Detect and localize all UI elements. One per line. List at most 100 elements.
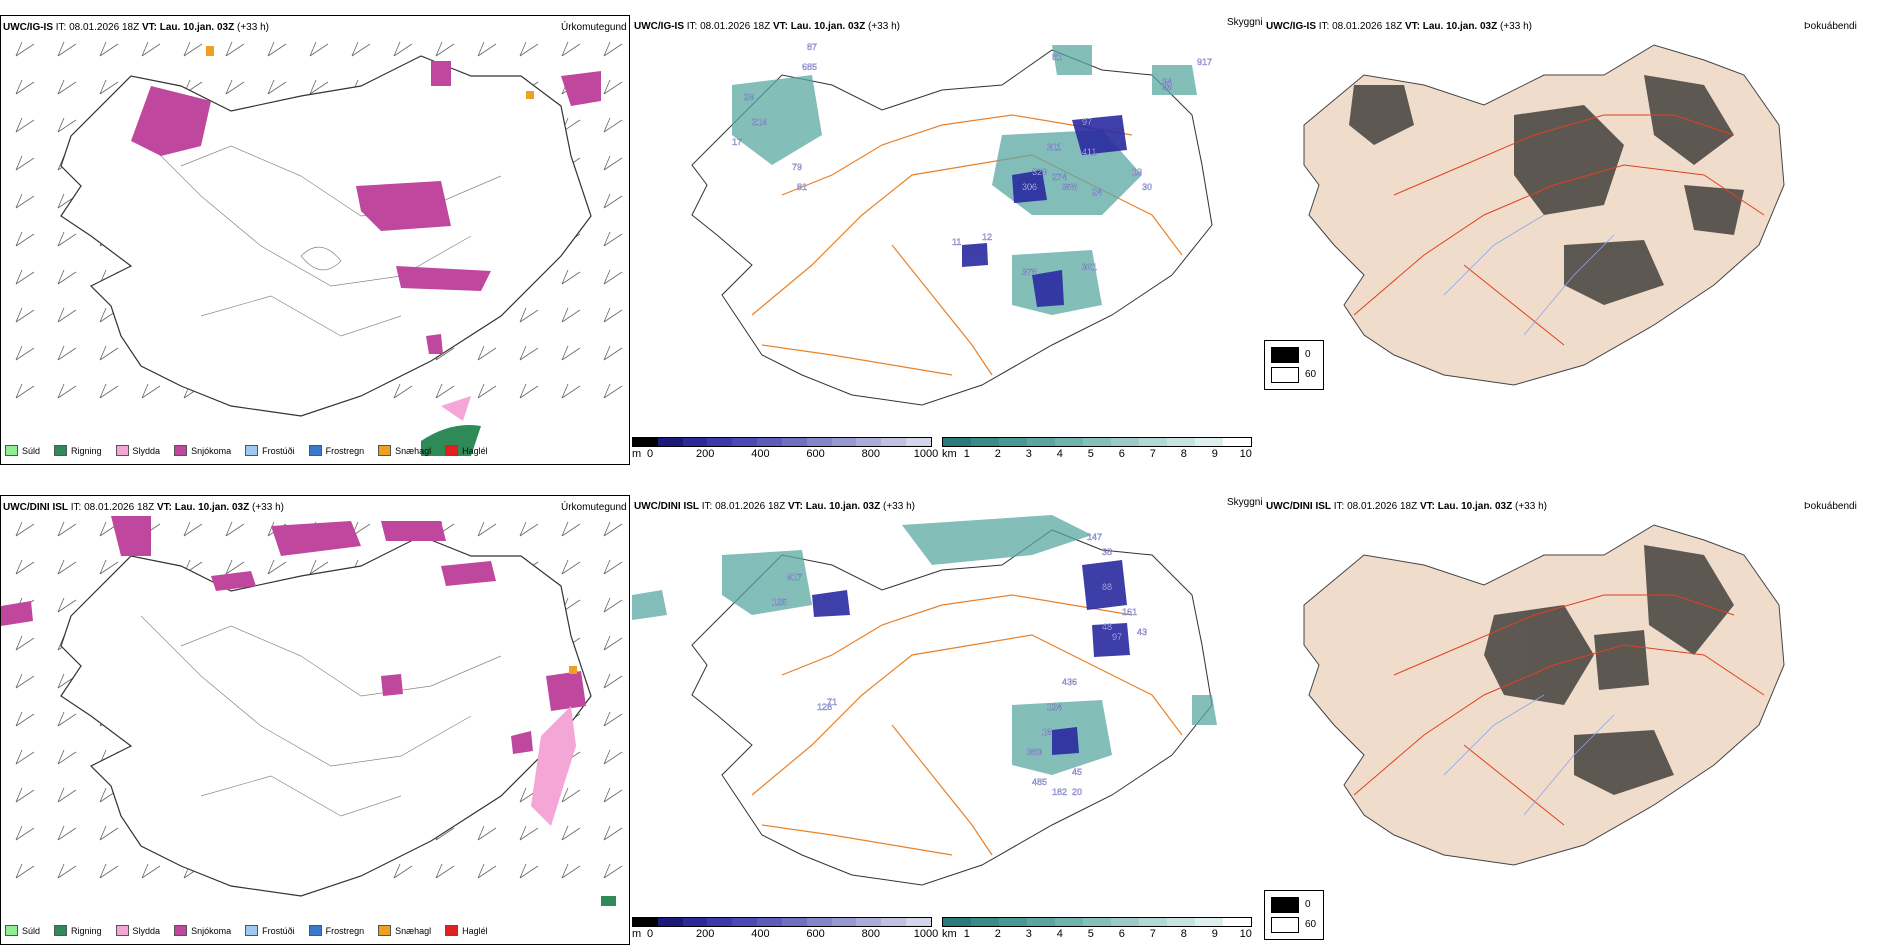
map-value-label: 485 [1032, 777, 1047, 787]
wind-barb [99, 825, 119, 841]
colorbar-segment [856, 918, 882, 926]
wind-barb [519, 521, 539, 537]
map-header: UWC/IG-IS IT: 08.01.2026 18Z VT: Lau. 10… [634, 21, 900, 32]
precip-type-map-2[interactable]: UWC/DINI ISL IT: 08.01.2026 18Z VT: Lau.… [0, 495, 630, 945]
swatch [174, 925, 188, 936]
colorbar-unit: m [632, 928, 642, 940]
colorbar-segment [1111, 918, 1139, 926]
colorbar-segment [971, 918, 999, 926]
colorbar-tick: 1000 [913, 928, 939, 940]
map-value-label: 17 [732, 137, 742, 147]
wind-barb [519, 41, 539, 57]
wind-barb [15, 269, 35, 285]
map-value-label: 97 [1082, 117, 1092, 127]
wind-barb [519, 345, 539, 361]
wind-barb [15, 825, 35, 841]
visibility-map-1[interactable]: UWC/IG-IS IT: 08.01.2026 18Z VT: Lau. 10… [632, 15, 1263, 465]
wind-barb [603, 863, 623, 879]
map-value-label: 125 [772, 597, 787, 607]
wind-barb [183, 521, 203, 537]
map-value-label: 48 [1102, 622, 1112, 632]
fog-map-2[interactable]: UWC/DINI ISL IT: 08.01.2026 18Z VT: Lau.… [1264, 495, 1900, 945]
wind-barb [225, 41, 245, 57]
colorbar-tick: 1 [963, 448, 970, 460]
ceiling-ticks: m 0 200 400 600 800 1000 [632, 927, 938, 941]
map-value-label: 16 [1042, 727, 1052, 737]
fog-legend: 0 60 [1264, 340, 1324, 390]
wind-barb [603, 787, 623, 803]
colorbar-unit: km [942, 928, 957, 940]
swatch [5, 925, 18, 936]
colorbar-tick: 3 [1025, 448, 1032, 460]
wind-barb [603, 117, 623, 133]
legend-item-snow-pellets: Snæhagl [378, 445, 431, 456]
colorbar-tick: 800 [861, 448, 880, 460]
wind-barb [15, 711, 35, 727]
wind-barb [141, 383, 161, 399]
wind-barb [57, 307, 77, 323]
colorbar-tick: 1 [963, 928, 970, 940]
colorbar-segment [999, 438, 1027, 446]
wind-barb [15, 155, 35, 171]
wind-barb [603, 673, 623, 689]
wind-barb [309, 79, 329, 95]
wind-barb [393, 41, 413, 57]
legend-item-freezing-drizzle: Frostúði [245, 445, 295, 456]
legend-item-snow: Snjókoma [174, 925, 231, 936]
fog-map-1[interactable]: UWC/IG-IS IT: 08.01.2026 18Z VT: Lau. 10… [1264, 15, 1900, 465]
wind-barb [603, 155, 623, 171]
map-value-label: 38 [1102, 547, 1112, 557]
visibility-map-2[interactable]: UWC/DINI ISL IT: 08.01.2026 18Z VT: Lau.… [632, 495, 1263, 945]
colorbar-segment [1055, 918, 1083, 926]
colorbar-segment [682, 918, 708, 926]
legend-item-drizzle: Súld [5, 925, 40, 936]
colorbar-segment [999, 918, 1027, 926]
wind-barb [477, 41, 497, 57]
map-value-label: 128 [817, 702, 832, 712]
colorbar-segment [732, 918, 758, 926]
map-value-label: 311 [1047, 142, 1061, 152]
map-value-label: 436 [1062, 677, 1077, 687]
colorbar-segment [682, 438, 708, 446]
swatch [115, 445, 129, 456]
colorbar-segment [1167, 438, 1195, 446]
map-header: UWC/DINI ISL IT: 08.01.2026 18Z VT: Lau.… [3, 502, 284, 513]
map-value-label: 34 [1162, 77, 1172, 87]
wind-barb [15, 559, 35, 575]
wind-barb [57, 597, 77, 613]
colorbar-tick: 6 [1118, 448, 1125, 460]
fog-high-swatch [1271, 897, 1299, 913]
wind-barb [603, 41, 623, 57]
colorbar-segment [881, 438, 907, 446]
wind-barb [15, 345, 35, 361]
wind-barb [225, 559, 245, 575]
colorbar-tick: 400 [751, 928, 770, 940]
colorbar-tick: 200 [696, 928, 715, 940]
fog-legend-low: 60 [1305, 919, 1317, 930]
panel-title-visibility: Skyggni [1227, 17, 1263, 28]
map-value-label: 24 [1092, 187, 1102, 197]
colorbar-tick: 10 [1239, 448, 1252, 460]
wind-barb [519, 383, 539, 399]
wind-barb [57, 383, 77, 399]
colorbar-tick: 8 [1180, 448, 1187, 460]
wind-barb [267, 41, 287, 57]
legend-item-snow: Snjókoma [174, 445, 231, 456]
precip-type-map-1[interactable]: UWC/IG-IS IT: 08.01.2026 18Z VT: Lau. 10… [0, 15, 630, 465]
wind-barb [57, 521, 77, 537]
map-value-label: 12 [982, 232, 992, 242]
colorbar-tick: 200 [696, 448, 715, 460]
colorbar-segment [707, 918, 733, 926]
wind-barb [57, 345, 77, 361]
map-value-label: 29 [744, 92, 754, 102]
wind-barb [603, 635, 623, 651]
ceiling-colorbar: m 0 200 400 600 800 1000 [632, 437, 938, 461]
wind-barb [15, 79, 35, 95]
map-value-label: 917 [1197, 57, 1212, 67]
fog-legend: 0 60 [1264, 890, 1324, 940]
wind-barb [561, 863, 581, 879]
wind-barb [99, 345, 119, 361]
wind-barb [561, 787, 581, 803]
colorbar-segment [633, 438, 658, 446]
wind-barb [561, 383, 581, 399]
